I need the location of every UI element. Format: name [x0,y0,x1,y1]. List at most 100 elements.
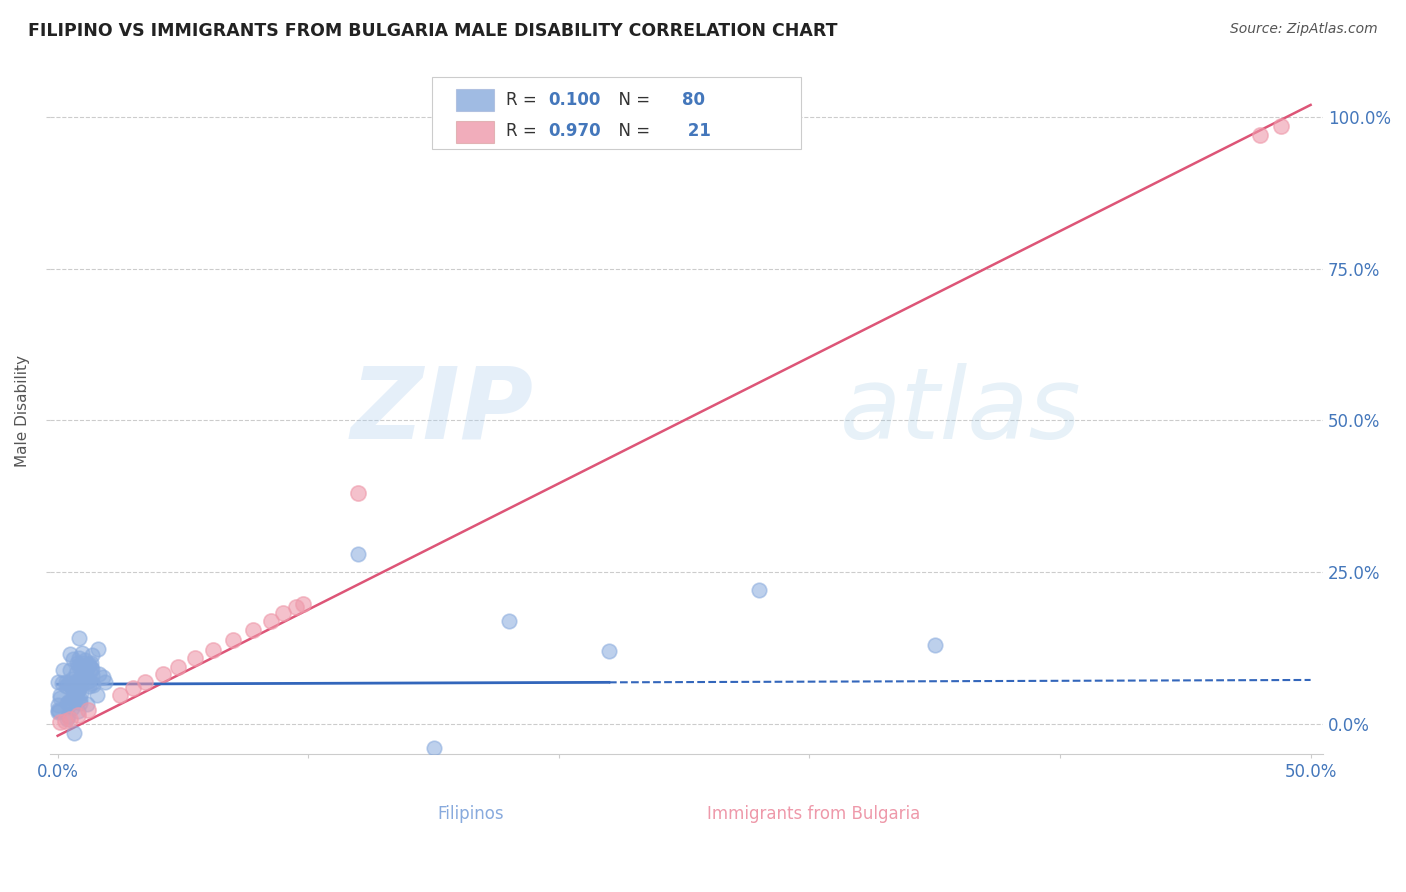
Point [63,693,86,707]
Point [77,657,100,672]
Point [66,656,89,670]
Text: atlas: atlas [839,363,1081,459]
Point [184,651,207,665]
Point [52,663,75,677]
FancyBboxPatch shape [456,89,495,112]
Point [69,673,91,687]
Point [598,644,620,658]
Text: Immigrants from Bulgaria: Immigrants from Bulgaria [707,805,921,823]
Point [48,704,70,718]
Point [80,661,103,675]
Point [202,642,225,657]
Point [347,486,370,500]
Point [67,681,90,696]
Point [59,712,82,726]
Point [284,600,307,615]
Point [66,659,89,673]
Point [70,646,93,660]
Text: R =: R = [506,91,541,109]
Text: 80: 80 [682,91,704,109]
Point [77,674,100,689]
Point [292,597,315,611]
Point [77,680,100,694]
Point [260,614,283,628]
Point [70,669,93,683]
Point [46,675,69,690]
Text: R =: R = [506,122,541,140]
Point [60,701,83,715]
Point [1250,128,1272,143]
Point [222,632,245,647]
Point [60,681,83,695]
Point [53,714,76,728]
Point [58,696,80,710]
Point [59,647,82,661]
Point [63,689,86,703]
Point [82,675,104,690]
Point [46,698,69,712]
Point [49,690,72,705]
Point [91,670,114,684]
Point [65,674,87,689]
Text: 0.970: 0.970 [548,122,600,140]
Point [73,661,96,675]
Point [65,690,87,704]
Point [66,692,89,706]
FancyBboxPatch shape [456,120,495,143]
Point [67,681,90,695]
Point [69,692,91,706]
Point [49,715,72,730]
Point [55,712,77,726]
Text: 21: 21 [682,122,710,140]
Point [167,659,190,673]
Point [75,653,97,667]
Point [62,651,84,665]
Point [87,642,110,657]
Point [69,696,91,710]
Point [67,650,90,665]
Point [60,672,83,686]
Y-axis label: Male Disability: Male Disability [15,355,30,467]
Point [77,657,100,672]
Point [271,606,294,620]
Text: N =: N = [607,122,655,140]
Point [134,675,156,690]
Point [80,668,103,682]
Point [59,663,82,677]
Point [75,665,97,679]
Point [89,666,111,681]
Point [48,688,70,702]
Point [748,583,770,598]
Point [66,707,89,722]
Point [86,688,108,702]
Point [59,697,82,711]
Text: ZIP: ZIP [352,363,534,459]
Point [55,675,77,690]
Point [70,671,93,685]
Point [69,659,91,673]
Point [77,674,100,689]
Point [58,694,80,708]
Point [66,683,89,698]
Text: 0.100: 0.100 [548,91,600,109]
Point [242,623,264,637]
Point [924,638,946,652]
Point [67,704,90,718]
Text: N =: N = [607,91,655,109]
Point [51,676,73,690]
Point [80,662,103,676]
Point [80,648,103,662]
Point [67,679,90,693]
Point [80,656,103,670]
Text: Source: ZipAtlas.com: Source: ZipAtlas.com [1230,22,1378,37]
Text: FILIPINO VS IMMIGRANTS FROM BULGARIA MALE DISABILITY CORRELATION CHART: FILIPINO VS IMMIGRANTS FROM BULGARIA MAL… [28,22,838,40]
Point [110,688,132,702]
Point [46,705,69,719]
Point [94,674,117,689]
Point [1270,119,1292,133]
Point [69,686,91,700]
Point [55,679,77,693]
Point [55,696,77,710]
Point [498,614,520,628]
Point [63,726,86,740]
